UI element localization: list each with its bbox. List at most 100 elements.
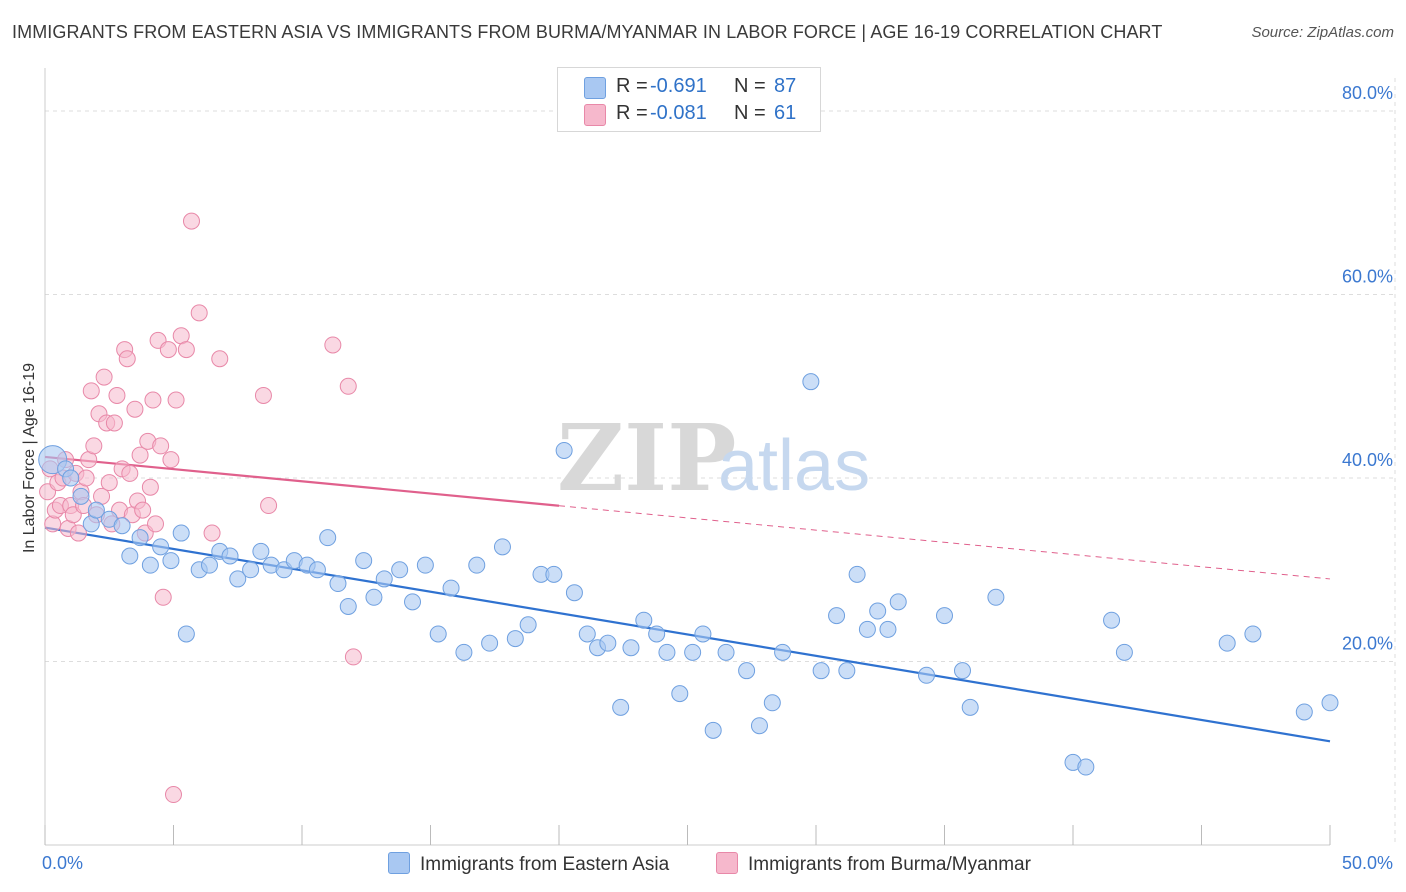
burma-point xyxy=(108,386,126,404)
eastern-asia-point xyxy=(1295,703,1313,721)
eastern-asia-point xyxy=(961,698,979,716)
eastern-asia-point xyxy=(200,556,218,574)
eastern-asia-point xyxy=(229,570,247,588)
eastern-asia-point xyxy=(72,487,90,505)
burma-point xyxy=(162,451,180,469)
eastern-asia-point xyxy=(694,625,712,643)
eastern-asia-point xyxy=(1218,634,1236,652)
eastern-asia-trend-line xyxy=(44,526,1331,743)
eastern-asia-point xyxy=(774,643,792,661)
eastern-asia-point xyxy=(622,639,640,657)
eastern-asia-point xyxy=(391,561,409,579)
tick-labels: 20.0% 40.0% 60.0% 80.0% 0.0% 50.0% xyxy=(42,83,1393,873)
legend-n-label: N = xyxy=(734,102,766,124)
burma-point xyxy=(211,350,229,368)
eastern-asia-point xyxy=(918,666,936,684)
burma-point xyxy=(203,524,221,542)
burma-point xyxy=(85,437,103,455)
legend-swatch-pink xyxy=(584,104,606,126)
eastern-asia-point xyxy=(599,634,617,652)
bottom-legend-swatch-pink xyxy=(716,852,738,874)
x-tick-label: 0.0% xyxy=(42,853,83,873)
y-tick-label: 60.0% xyxy=(1342,267,1393,287)
eastern-asia-point xyxy=(493,538,511,556)
bottom-legend-swatch-blue xyxy=(388,852,410,874)
eastern-asia-point xyxy=(162,552,180,570)
eastern-asia-point xyxy=(848,565,866,583)
source-label: Source: ZipAtlas.com xyxy=(1251,24,1394,41)
burma-point xyxy=(131,446,149,464)
burma-point xyxy=(339,377,357,395)
burma-point xyxy=(324,336,342,354)
eastern-asia-point xyxy=(812,662,830,680)
eastern-asia-point xyxy=(1103,611,1121,629)
eastern-asia-point xyxy=(936,607,953,625)
x-tick-label: 50.0% xyxy=(1342,853,1393,873)
eastern-asia-point xyxy=(455,643,473,661)
eastern-asia-point xyxy=(555,441,573,459)
eastern-asia-point xyxy=(172,524,190,542)
eastern-asia-point xyxy=(545,565,563,583)
eastern-asia-point xyxy=(828,607,846,625)
eastern-asia-point xyxy=(252,542,270,560)
bottom-legend-label: Immigrants from Eastern Asia xyxy=(420,854,670,875)
eastern-asia-point xyxy=(879,620,897,638)
eastern-asia-point xyxy=(121,547,139,565)
burma-point xyxy=(144,391,162,409)
eastern-asia-point xyxy=(221,547,239,565)
eastern-asia-point xyxy=(242,561,260,579)
eastern-asia-point xyxy=(404,593,422,611)
stats-legend: R = -0.691 N = 87 R = -0.081 N = 61 xyxy=(557,67,821,132)
y-tick-label: 80.0% xyxy=(1342,83,1393,103)
eastern-asia-point xyxy=(671,685,689,703)
eastern-asia-point xyxy=(1244,625,1262,643)
burma-point xyxy=(147,515,165,533)
legend-n-value: 87 xyxy=(774,75,797,97)
burma-point xyxy=(154,588,172,606)
eastern-asia-point xyxy=(416,556,434,574)
burma-point xyxy=(95,368,113,386)
eastern-asia-point xyxy=(869,602,887,620)
watermark-zip: ZIP xyxy=(557,404,736,512)
burma-point xyxy=(254,386,272,404)
burma-point xyxy=(69,524,87,542)
legend-r-value: -0.691 xyxy=(650,75,707,97)
eastern-asia-point xyxy=(578,625,596,643)
eastern-asia-point xyxy=(838,662,856,680)
eastern-asia-point xyxy=(355,552,373,570)
eastern-asia-point xyxy=(648,625,666,643)
eastern-asia-point xyxy=(468,556,486,574)
eastern-asia-point xyxy=(953,662,971,680)
eastern-asia-point xyxy=(635,611,653,629)
eastern-asia-point xyxy=(987,588,1005,606)
watermark-atlas: atlas xyxy=(718,426,870,506)
eastern-asia-point xyxy=(152,538,170,556)
eastern-asia-point xyxy=(113,517,131,535)
burma-point xyxy=(100,474,118,492)
burma-point xyxy=(152,437,170,455)
eastern-asia-point xyxy=(750,717,768,735)
y-tick-label: 20.0% xyxy=(1342,634,1393,654)
eastern-asia-point xyxy=(481,634,499,652)
legend-r-label: R = xyxy=(616,75,648,97)
eastern-asia-point xyxy=(802,373,820,391)
legend-r-value: -0.081 xyxy=(650,102,707,124)
bottom-legend-burma: Immigrants from Burma/Myanmar xyxy=(716,852,1031,876)
eastern-asia-point xyxy=(319,529,337,547)
legend-r-label: R = xyxy=(616,102,648,124)
chart-title: IMMIGRANTS FROM EASTERN ASIA VS IMMIGRAN… xyxy=(12,22,1163,42)
eastern-asia-point xyxy=(717,643,735,661)
eastern-asia-point xyxy=(442,579,460,597)
burma-point xyxy=(77,469,95,487)
eastern-asia-point xyxy=(429,625,447,643)
burma-point xyxy=(159,341,177,359)
burma-point xyxy=(126,400,144,418)
eastern-asia-point xyxy=(177,625,195,643)
burma-point xyxy=(118,350,136,368)
eastern-asia-point xyxy=(658,643,676,661)
eastern-asia-point xyxy=(308,561,326,579)
burma-point xyxy=(134,501,152,519)
eastern-asia-point xyxy=(763,694,781,712)
legend-n-value: 61 xyxy=(774,102,797,124)
